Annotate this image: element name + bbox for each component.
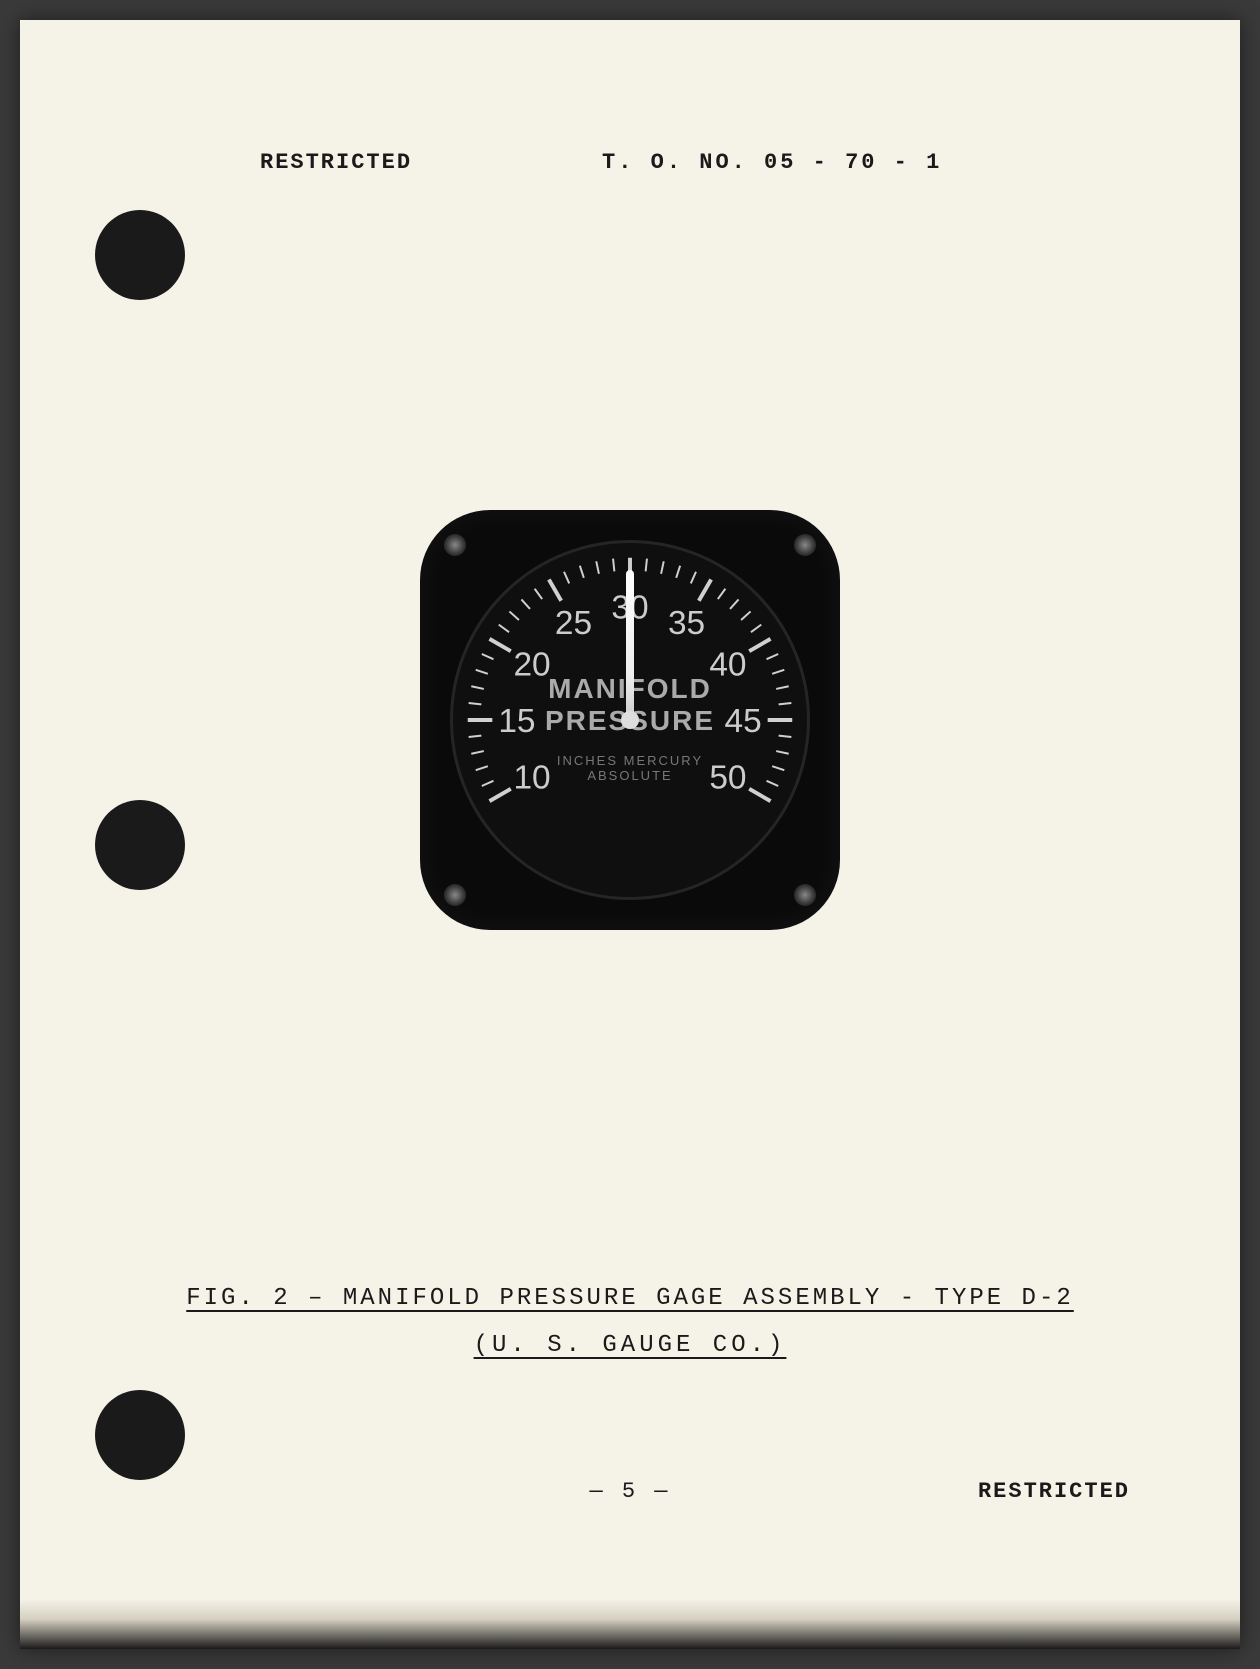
svg-text:45: 45	[724, 703, 761, 740]
binder-hole	[95, 800, 185, 890]
svg-text:35: 35	[668, 605, 705, 642]
svg-text:25: 25	[555, 605, 592, 642]
page-number: — 5 —	[589, 1479, 670, 1504]
gauge-case: 101520253035404550 MANIFOLD PRESSURE INC…	[420, 510, 840, 930]
binder-hole	[95, 210, 185, 300]
svg-text:40: 40	[709, 646, 746, 683]
gauge-units-1: INCHES MERCURY	[557, 753, 703, 768]
document-page: RESTRICTED T. O. NO. 05 - 70 - 1 10 15 202…	[20, 20, 1240, 1649]
caption-line-2: (U. S. GAUGE CO.)	[474, 1332, 787, 1359]
svg-text:15: 15	[498, 703, 535, 740]
binder-hole	[95, 1390, 185, 1480]
svg-text:10: 10	[513, 759, 550, 796]
svg-text:20: 20	[513, 646, 550, 683]
gauge-figure: 101520253035404550 MANIFOLD PRESSURE INC…	[420, 510, 840, 930]
gauge-face: 101520253035404550 MANIFOLD PRESSURE INC…	[450, 540, 810, 900]
figure-caption: FIG. 2 – MANIFOLD PRESSURE GAGE ASSEMBLY…	[20, 1285, 1240, 1359]
classification-top: RESTRICTED	[260, 150, 412, 175]
document-number: T. O. NO. 05 - 70 - 1	[602, 150, 942, 175]
page-header: RESTRICTED T. O. NO. 05 - 70 - 1	[20, 150, 1240, 175]
svg-text:50: 50	[709, 759, 746, 796]
gauge-needle	[626, 570, 634, 720]
caption-line-1: FIG. 2 – MANIFOLD PRESSURE GAGE ASSEMBLY…	[186, 1285, 1074, 1312]
page-bottom-shadow	[20, 1599, 1240, 1649]
gauge-needle-hub	[621, 711, 639, 729]
gauge-units-2: ABSOLUTE	[587, 768, 672, 783]
classification-bottom: RESTRICTED	[978, 1479, 1130, 1504]
page-footer: — 5 — RESTRICTED	[20, 1479, 1240, 1504]
